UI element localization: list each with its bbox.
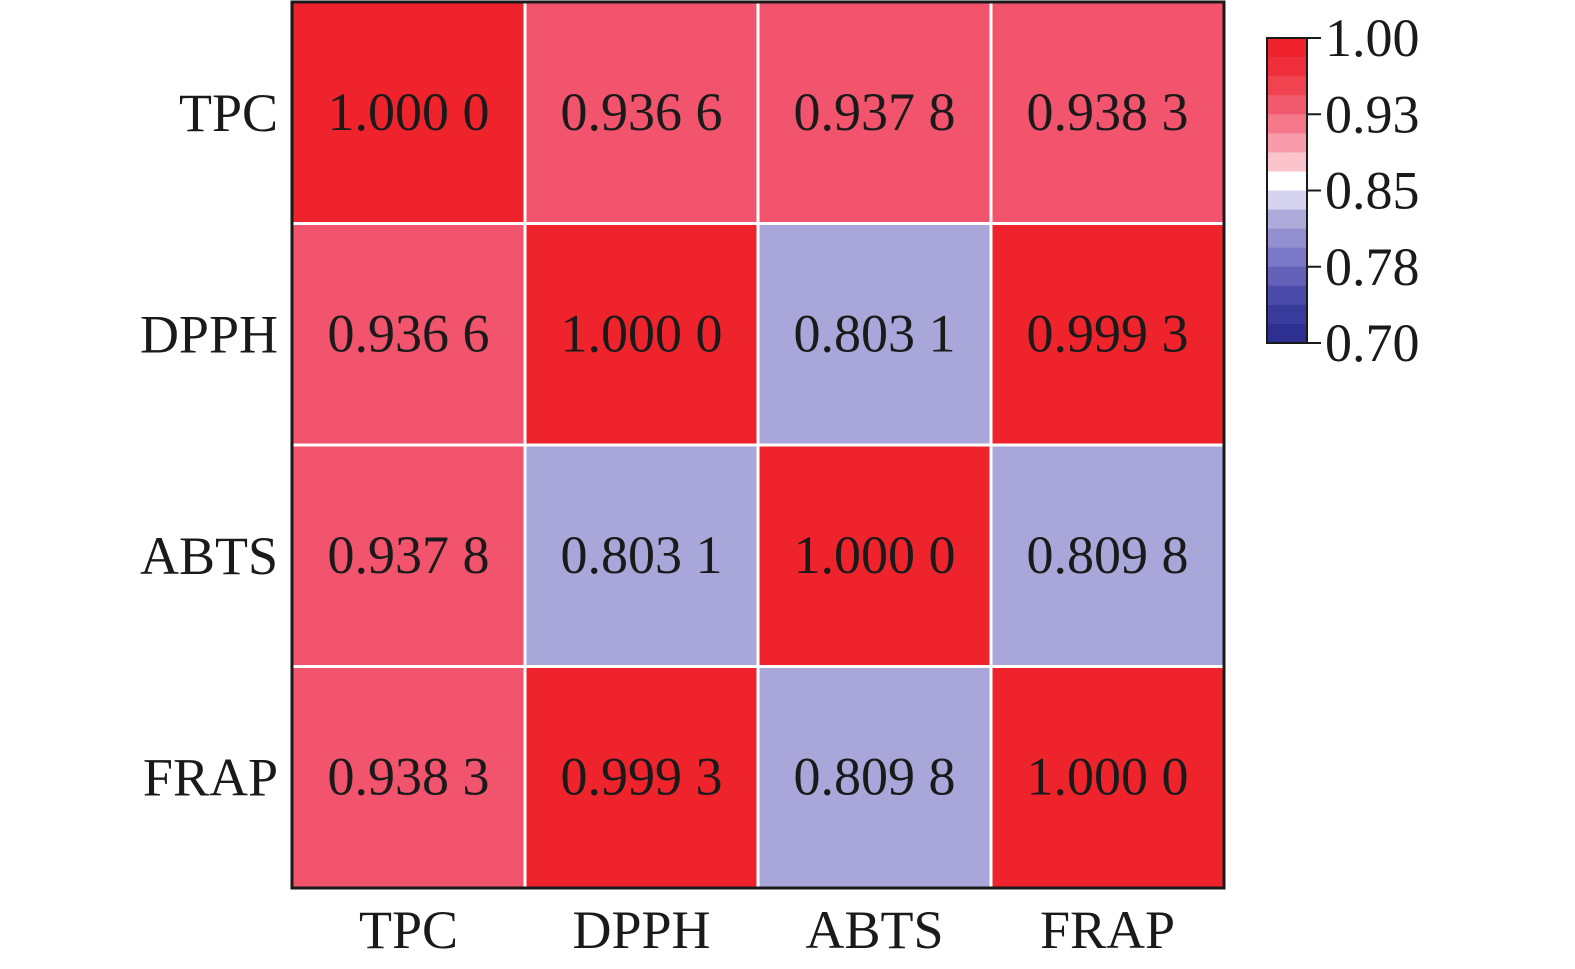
- row-label: ABTS: [140, 526, 278, 586]
- cell-value-label: 0.803 1: [561, 525, 723, 585]
- cell-value-label: 0.938 3: [1027, 82, 1189, 142]
- row-label: DPPH: [140, 304, 278, 364]
- colorbar-tick-label: 1.00: [1325, 8, 1420, 68]
- colorbar-band: [1267, 152, 1307, 172]
- row-label: FRAP: [143, 747, 278, 807]
- colorbar-band: [1267, 285, 1307, 306]
- heatmap-cell: [523, 665, 760, 890]
- colorbar-band: [1267, 114, 1307, 134]
- heatmap-cell: [756, 222, 993, 447]
- colorbar-band: [1267, 57, 1307, 77]
- cell-value-label: 0.936 6: [328, 303, 490, 363]
- row-labels: TPC DPPH ABTS FRAP: [140, 83, 278, 808]
- colorbar-band: [1267, 133, 1307, 153]
- column-label: DPPH: [572, 900, 710, 960]
- column-label: TPC: [359, 900, 458, 960]
- cell-value-label: 1.000 0: [794, 525, 956, 585]
- cell-value-label: 0.809 8: [794, 746, 956, 806]
- column-label: ABTS: [805, 900, 943, 960]
- colorbar-band: [1267, 266, 1307, 287]
- colorbar-band: [1267, 190, 1307, 211]
- heatmap-cell: [523, 443, 760, 668]
- heatmap-cell: [290, 665, 527, 890]
- colorbar-tick-label: 0.93: [1325, 84, 1420, 144]
- cell-value-label: 0.803 1: [794, 303, 956, 363]
- colorbar-band: [1267, 38, 1307, 58]
- cell-value-label: 0.937 8: [794, 82, 956, 142]
- colorbar-band: [1267, 323, 1307, 344]
- colorbar: 1.00 0.93 0.85 0.78 0.70: [1266, 8, 1420, 373]
- cell-value-label: 0.999 3: [561, 746, 723, 806]
- heatmap-cell: [756, 665, 993, 890]
- heatmap-cell: [989, 443, 1226, 668]
- cell-value-label: 0.809 8: [1027, 525, 1189, 585]
- colorbar-tick-label: 0.70: [1325, 313, 1420, 373]
- heatmap-cell: [756, 0, 993, 225]
- colorbar-band: [1267, 171, 1307, 191]
- colorbar-band: [1267, 76, 1307, 96]
- colorbar-tick-label: 0.85: [1325, 161, 1420, 221]
- cell-value-label: 0.938 3: [328, 746, 490, 806]
- cell-value-label: 0.937 8: [328, 525, 490, 585]
- cell-value-label: 0.936 6: [561, 82, 723, 142]
- colorbar-band: [1267, 228, 1307, 249]
- heatmap-frame: [290, 0, 1226, 890]
- row-label: TPC: [179, 83, 278, 143]
- colorbar-tick-label: 0.78: [1325, 237, 1420, 297]
- cell-value-label: 1.000 0: [561, 303, 723, 363]
- column-label: FRAP: [1040, 900, 1175, 960]
- heatmap-cell: [989, 665, 1226, 890]
- colorbar-band: [1267, 209, 1307, 230]
- cell-value-label: 1.000 0: [1027, 746, 1189, 806]
- colorbar-band: [1267, 304, 1307, 325]
- heatmap-cell: [290, 0, 527, 225]
- cell-value-label: 1.000 0: [328, 82, 490, 142]
- colorbar-band: [1267, 247, 1307, 268]
- cell-value-label: 0.999 3: [1027, 303, 1189, 363]
- heatmap-cell: [989, 222, 1226, 447]
- colorbar-band: [1267, 95, 1307, 115]
- column-labels: TPC DPPH ABTS FRAP: [359, 900, 1175, 960]
- heatmap-cells: 1.000 0 0.936 6 0.937 8 0.938 3 0.936 6 1.000…: [290, 0, 1226, 890]
